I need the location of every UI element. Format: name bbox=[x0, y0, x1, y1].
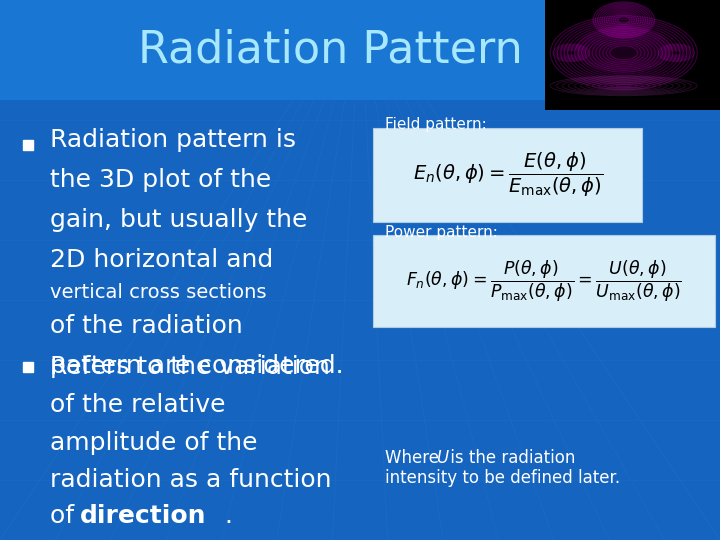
Text: pattern are considered.: pattern are considered. bbox=[50, 354, 343, 378]
Text: Power pattern:: Power pattern: bbox=[385, 225, 498, 240]
Text: $E_n(\theta,\phi) = \dfrac{E(\theta,\phi)}{E_{\mathrm{max}}(\theta,\phi)}$: $E_n(\theta,\phi) = \dfrac{E(\theta,\phi… bbox=[413, 151, 603, 199]
FancyBboxPatch shape bbox=[373, 128, 642, 222]
Text: is the radiation: is the radiation bbox=[445, 449, 575, 467]
Text: intensity to be defined later.: intensity to be defined later. bbox=[385, 469, 620, 487]
Text: .: . bbox=[224, 504, 232, 528]
Text: Where: Where bbox=[385, 449, 444, 467]
Text: 2D horizontal and: 2D horizontal and bbox=[50, 248, 274, 272]
Ellipse shape bbox=[575, 26, 672, 72]
Text: of the radiation: of the radiation bbox=[50, 314, 243, 338]
Text: U: U bbox=[436, 449, 448, 467]
Text: $F_n(\theta,\phi) = \dfrac{P(\theta,\phi)}{P_{\mathrm{max}}(\theta,\phi)} = \dfr: $F_n(\theta,\phi) = \dfrac{P(\theta,\phi… bbox=[406, 258, 682, 303]
Text: gain, but usually the: gain, but usually the bbox=[50, 208, 307, 232]
Text: Refers to the variation: Refers to the variation bbox=[50, 355, 330, 379]
Text: Field pattern:: Field pattern: bbox=[385, 118, 487, 132]
Text: direction: direction bbox=[80, 504, 207, 528]
Text: of: of bbox=[50, 504, 82, 528]
Text: the 3D plot of the: the 3D plot of the bbox=[50, 168, 271, 192]
Text: of the relative: of the relative bbox=[50, 393, 225, 417]
Text: Radiation Pattern: Radiation Pattern bbox=[138, 29, 523, 71]
Text: Radiation pattern is: Radiation pattern is bbox=[50, 128, 296, 152]
Text: vertical cross sections: vertical cross sections bbox=[50, 282, 266, 301]
FancyBboxPatch shape bbox=[373, 235, 715, 327]
FancyBboxPatch shape bbox=[545, 0, 720, 110]
Text: radiation as a function: radiation as a function bbox=[50, 468, 331, 492]
Text: amplitude of the: amplitude of the bbox=[50, 431, 258, 455]
FancyBboxPatch shape bbox=[0, 0, 720, 100]
